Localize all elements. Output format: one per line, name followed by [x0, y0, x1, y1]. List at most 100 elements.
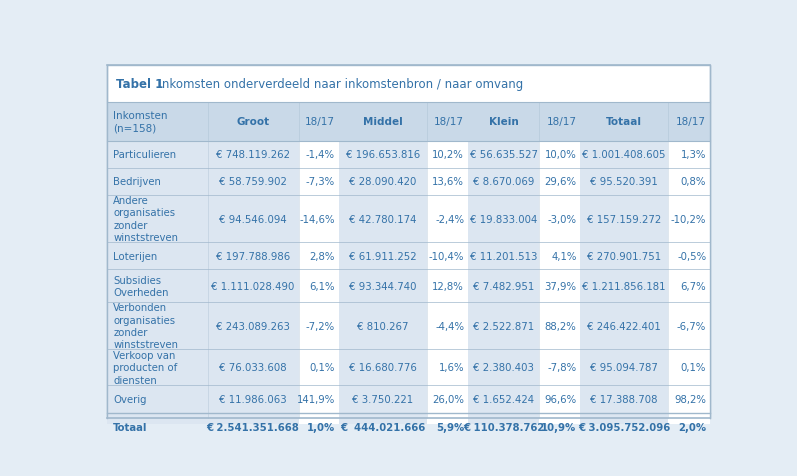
Text: 13,6%: 13,6%	[432, 177, 464, 187]
Text: Inkomsten onderverdeeld naar inkomstenbron / naar omvang: Inkomsten onderverdeeld naar inkomstenbr…	[151, 78, 523, 91]
Text: -4,4%: -4,4%	[435, 321, 464, 331]
Text: € 8.670.069: € 8.670.069	[473, 177, 534, 187]
Text: € 17.388.708: € 17.388.708	[591, 394, 658, 404]
Bar	[107, 196, 208, 243]
Bar	[540, 349, 580, 386]
Text: 4,1%: 4,1%	[551, 251, 576, 261]
Bar	[427, 169, 468, 196]
Bar	[208, 386, 299, 413]
Bar	[668, 196, 710, 243]
Text: € 16.680.776: € 16.680.776	[349, 363, 417, 373]
Text: Overig: Overig	[113, 394, 147, 404]
Text: 26,0%: 26,0%	[432, 394, 464, 404]
Bar	[427, 270, 468, 303]
Text: -10,2%: -10,2%	[671, 214, 706, 224]
Bar	[427, 103, 468, 141]
Bar	[339, 270, 427, 303]
Text: 18/17: 18/17	[434, 117, 464, 127]
Bar	[468, 270, 540, 303]
Bar	[580, 141, 668, 169]
Text: Middel: Middel	[363, 117, 402, 127]
Text: € 1.001.408.605: € 1.001.408.605	[583, 150, 665, 160]
Bar	[580, 243, 668, 270]
Bar	[339, 386, 427, 413]
Bar	[299, 349, 339, 386]
Text: € 28.090.420: € 28.090.420	[349, 177, 417, 187]
Text: 2,8%: 2,8%	[309, 251, 335, 261]
Bar	[580, 349, 668, 386]
Text: € 1.211.856.181: € 1.211.856.181	[583, 281, 665, 291]
Bar	[208, 103, 299, 141]
Bar	[668, 141, 710, 169]
Bar	[339, 103, 427, 141]
Text: € 58.759.902: € 58.759.902	[219, 177, 287, 187]
Text: -2,4%: -2,4%	[435, 214, 464, 224]
Bar	[339, 196, 427, 243]
Text: € 2.522.871: € 2.522.871	[473, 321, 534, 331]
Bar	[107, 349, 208, 386]
Bar	[668, 303, 710, 349]
Bar	[668, 386, 710, 413]
Bar	[208, 243, 299, 270]
Text: € 1.652.424: € 1.652.424	[473, 394, 534, 404]
Bar	[339, 169, 427, 196]
Bar	[468, 196, 540, 243]
Text: 0,8%: 0,8%	[681, 177, 706, 187]
Text: 18/17: 18/17	[676, 117, 706, 127]
Bar	[668, 169, 710, 196]
Bar	[107, 386, 208, 413]
Text: 96,6%: 96,6%	[544, 394, 576, 404]
Bar	[107, 303, 208, 349]
Text: € 93.344.740: € 93.344.740	[349, 281, 417, 291]
Text: 0,1%: 0,1%	[681, 363, 706, 373]
Text: 6,1%: 6,1%	[309, 281, 335, 291]
Text: -6,7%: -6,7%	[677, 321, 706, 331]
Text: 2,0%: 2,0%	[678, 422, 706, 432]
Bar	[540, 243, 580, 270]
Text: € 61.911.252: € 61.911.252	[349, 251, 417, 261]
Bar	[468, 413, 540, 441]
Bar	[468, 141, 540, 169]
Text: € 7.482.951: € 7.482.951	[473, 281, 534, 291]
Bar	[580, 270, 668, 303]
Text: € 243.089.263: € 243.089.263	[216, 321, 290, 331]
Text: € 3.750.221: € 3.750.221	[352, 394, 414, 404]
Bar	[468, 103, 540, 141]
Text: Subsidies
Overheden: Subsidies Overheden	[113, 275, 169, 298]
Bar	[208, 349, 299, 386]
Bar	[540, 169, 580, 196]
Text: € 246.422.401: € 246.422.401	[587, 321, 661, 331]
Text: -3,0%: -3,0%	[548, 214, 576, 224]
Bar	[427, 243, 468, 270]
Bar	[299, 303, 339, 349]
Text: € 95.094.787: € 95.094.787	[590, 363, 658, 373]
Bar	[540, 141, 580, 169]
Bar	[580, 386, 668, 413]
Bar	[540, 386, 580, 413]
Text: 37,9%: 37,9%	[544, 281, 576, 291]
Bar	[668, 413, 710, 441]
Text: € 3.095.752.096: € 3.095.752.096	[578, 422, 670, 432]
Text: € 270.901.751: € 270.901.751	[587, 251, 661, 261]
Text: -7,2%: -7,2%	[306, 321, 335, 331]
Bar	[339, 303, 427, 349]
Bar	[468, 169, 540, 196]
Bar	[107, 270, 208, 303]
Text: € 810.267: € 810.267	[357, 321, 409, 331]
Text: Totaal: Totaal	[113, 422, 147, 432]
Bar	[107, 169, 208, 196]
Bar	[299, 103, 339, 141]
Bar	[107, 243, 208, 270]
Text: Klein: Klein	[489, 117, 519, 127]
Text: -0,5%: -0,5%	[677, 251, 706, 261]
Text: Loterijen: Loterijen	[113, 251, 158, 261]
Bar	[299, 243, 339, 270]
Bar	[299, 141, 339, 169]
Text: 88,2%: 88,2%	[544, 321, 576, 331]
Text: 98,2%: 98,2%	[674, 394, 706, 404]
Bar	[468, 349, 540, 386]
Bar	[427, 141, 468, 169]
Bar	[208, 196, 299, 243]
Bar	[208, 141, 299, 169]
Bar	[299, 169, 339, 196]
